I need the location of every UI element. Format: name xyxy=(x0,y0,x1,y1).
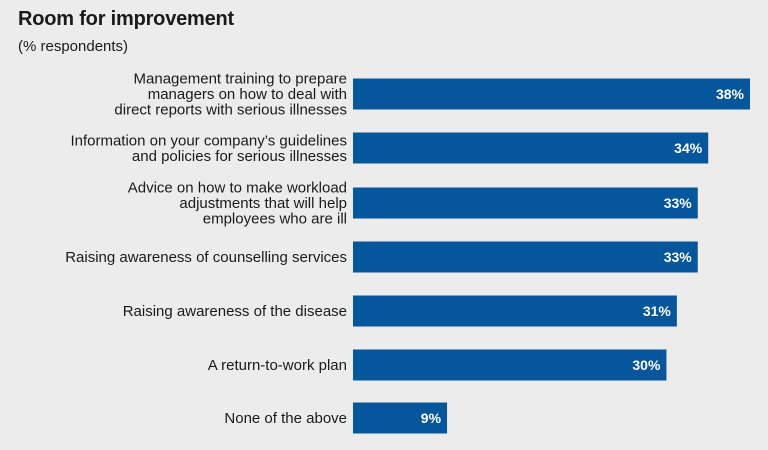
category-label-line: Advice on how to make workload xyxy=(128,180,347,197)
category-label: None of the above xyxy=(224,410,347,427)
category-label: Management training to prepare managers o… xyxy=(114,71,347,119)
bar-value-label: 9% xyxy=(421,410,442,426)
chart-subtitle: (% respondents) xyxy=(18,38,129,55)
bar-value-label: 31% xyxy=(643,303,672,319)
category-label: Advice on how to make workload adjustment… xyxy=(128,180,347,228)
category-label: Information on your company’s guidelines… xyxy=(70,132,347,165)
category-label-line: employees who are ill xyxy=(203,211,347,228)
category-label-line: direct reports with serious illnesses xyxy=(114,102,347,119)
category-label-line: Raising awareness of counselling service… xyxy=(65,249,347,266)
category-label-line: None of the above xyxy=(224,410,347,427)
category-label-line: Management training to prepare xyxy=(134,71,347,88)
bar xyxy=(353,78,750,110)
category-label: Raising awareness of the disease xyxy=(123,303,347,320)
category-label-line: Raising awareness of the disease xyxy=(123,303,347,320)
category-label: Raising awareness of counselling service… xyxy=(65,249,347,266)
bar xyxy=(353,187,698,219)
category-label-line: A return-to-work plan xyxy=(208,357,347,374)
bar xyxy=(353,132,709,164)
chart-title: Room for improvement xyxy=(18,8,235,30)
category-label-line: adjustments that will help xyxy=(179,195,347,212)
bar-value-label: 33% xyxy=(664,249,693,265)
bar xyxy=(353,295,677,327)
bar xyxy=(353,402,448,434)
category-label: A return-to-work plan xyxy=(208,357,347,374)
bar-value-label: 34% xyxy=(674,140,703,156)
category-label-line: managers on how to deal with xyxy=(148,86,347,103)
bar xyxy=(353,349,667,381)
bar-value-label: 33% xyxy=(664,195,693,211)
category-label-line: Information on your company’s guidelines xyxy=(70,132,347,149)
bar xyxy=(353,241,698,273)
category-label-line: and policies for serious illnesses xyxy=(132,148,347,165)
bar-value-label: 30% xyxy=(632,357,661,373)
bar-value-label: 38% xyxy=(716,86,745,102)
